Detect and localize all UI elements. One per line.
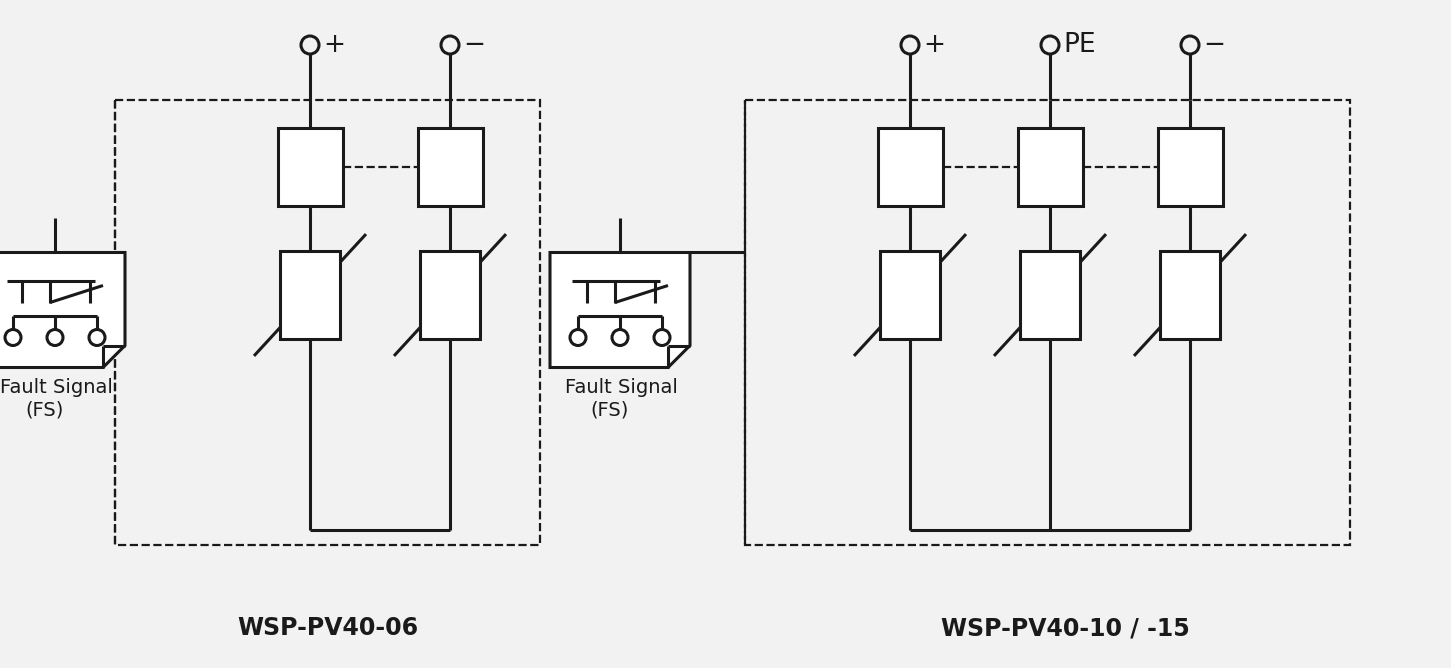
Bar — [418, 128, 483, 206]
Polygon shape — [550, 253, 691, 367]
Bar — [115, 100, 540, 545]
Text: −: − — [463, 32, 485, 58]
Bar — [878, 128, 943, 206]
Text: Fault Signal: Fault Signal — [0, 378, 113, 397]
Polygon shape — [0, 253, 125, 367]
Text: (FS): (FS) — [25, 400, 64, 419]
Bar — [277, 128, 342, 206]
Text: −: − — [1203, 32, 1225, 58]
Bar — [879, 251, 940, 339]
Bar — [1158, 128, 1223, 206]
Bar — [744, 100, 1349, 545]
Text: (FS): (FS) — [591, 400, 628, 419]
Bar — [1159, 251, 1220, 339]
Bar — [1020, 251, 1080, 339]
Text: C NO NC: C NO NC — [7, 333, 70, 347]
Text: WSP-PV40-10 / -15: WSP-PV40-10 / -15 — [940, 616, 1190, 640]
Text: PE: PE — [1064, 32, 1096, 58]
Text: +: + — [324, 32, 345, 58]
Text: C NO NC: C NO NC — [572, 333, 636, 347]
Text: Fault Signal: Fault Signal — [564, 378, 678, 397]
Bar — [1017, 128, 1082, 206]
Bar — [419, 251, 480, 339]
Bar — [280, 251, 340, 339]
Text: WSP-PV40-06: WSP-PV40-06 — [238, 616, 418, 640]
Text: +: + — [923, 32, 945, 58]
